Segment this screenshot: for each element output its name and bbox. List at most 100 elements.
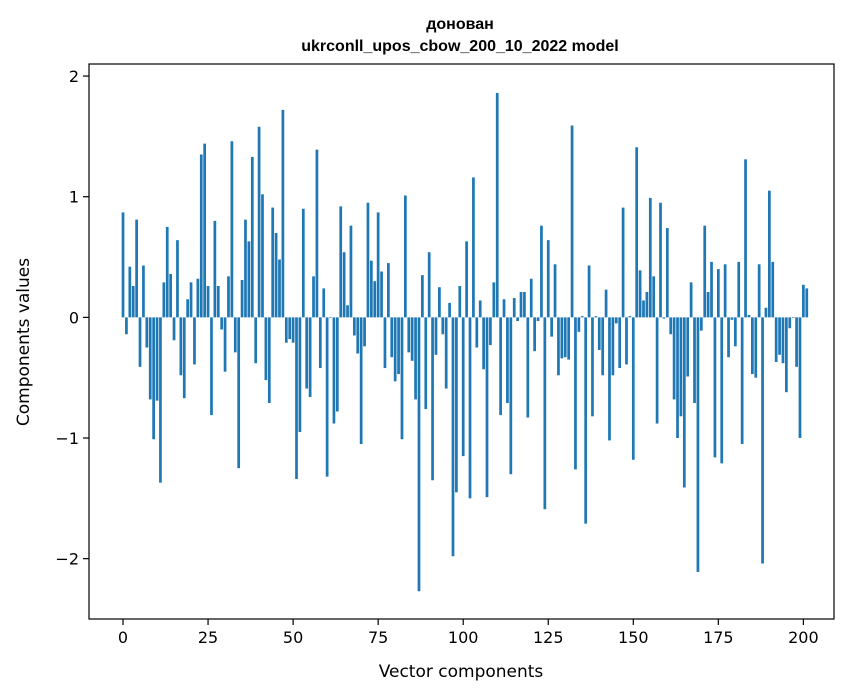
bar (727, 317, 730, 358)
x-tick-label: 75 (368, 628, 388, 647)
bar-series (121, 92, 809, 592)
bar (240, 279, 244, 318)
bar (601, 317, 605, 376)
chart-title-line-2: ukrconll_upos_cbow_200_10_2022 model (301, 38, 618, 55)
bar (744, 159, 747, 318)
bar (730, 317, 734, 320)
bar (489, 317, 492, 346)
bar (465, 241, 468, 318)
bar (325, 317, 329, 477)
bar (441, 317, 445, 335)
bar (543, 317, 547, 510)
bar (713, 317, 717, 458)
bar (237, 317, 241, 469)
bar (764, 307, 768, 318)
bar (577, 317, 581, 332)
bar (193, 317, 196, 365)
bar (591, 317, 594, 417)
bar (400, 317, 404, 440)
y-tick-label: 1 (69, 188, 79, 207)
bar (584, 317, 588, 524)
bar (723, 264, 727, 318)
bar (244, 219, 247, 318)
bar (274, 232, 278, 318)
x-tick-label: 25 (198, 628, 218, 647)
bar (414, 317, 417, 400)
chart-title: донован ukrconll_upos_cbow_200_10_2022 m… (301, 16, 618, 55)
bar (475, 317, 479, 348)
bar (455, 317, 458, 493)
y-tick-label: −2 (55, 550, 79, 569)
bar (696, 317, 700, 572)
bar (182, 317, 186, 399)
bar (652, 276, 656, 318)
bar (672, 317, 676, 400)
bar (393, 317, 397, 382)
bar (550, 317, 554, 337)
bar (390, 317, 394, 358)
bar (434, 317, 438, 355)
bar (288, 317, 292, 340)
bar (798, 317, 802, 439)
x-tick-label: 0 (118, 628, 128, 647)
plot-frame (88, 63, 835, 620)
bar (628, 316, 632, 318)
bar (570, 125, 574, 318)
bar (223, 317, 227, 372)
bar (145, 317, 149, 348)
bar (254, 317, 258, 364)
bar (468, 317, 472, 499)
bar (785, 317, 788, 393)
y-axis: −2 −1 0 1 2 (55, 67, 89, 569)
bar (448, 302, 451, 318)
bar (757, 264, 761, 318)
bar (424, 317, 428, 410)
bar (703, 225, 707, 318)
bar (216, 286, 220, 318)
bar (138, 317, 142, 367)
bar (594, 316, 598, 318)
bar (189, 282, 193, 318)
bar (427, 252, 431, 318)
bar (332, 317, 336, 424)
bar (686, 317, 690, 377)
bar (284, 317, 288, 343)
bar (431, 317, 434, 481)
bar (563, 317, 567, 358)
bar (250, 156, 254, 318)
bar (261, 194, 264, 318)
bar (169, 273, 172, 318)
bar (574, 317, 577, 470)
bar (186, 299, 190, 318)
bar (635, 147, 639, 318)
bar (781, 317, 785, 364)
bar (308, 317, 312, 397)
x-tick-label: 125 (533, 628, 564, 647)
bar (444, 317, 448, 389)
y-tick-label: 2 (69, 67, 79, 86)
bar (689, 282, 693, 318)
bar (305, 317, 309, 389)
bar (478, 300, 482, 318)
bar (802, 284, 805, 318)
y-axis-label: Components values (14, 258, 34, 426)
bar (472, 177, 475, 318)
bar (679, 317, 683, 417)
bar (608, 317, 611, 441)
bar (611, 317, 615, 376)
bar (148, 317, 152, 400)
bar (778, 317, 781, 355)
bar (407, 317, 411, 353)
bar (410, 317, 414, 361)
bar (795, 317, 798, 367)
bar (315, 149, 319, 318)
bar (706, 292, 710, 318)
bar (295, 317, 298, 480)
bar (754, 317, 758, 378)
bar (740, 317, 744, 445)
bar (131, 286, 135, 318)
bar (648, 197, 652, 318)
bar (509, 317, 513, 475)
x-tick-label: 175 (703, 628, 734, 647)
